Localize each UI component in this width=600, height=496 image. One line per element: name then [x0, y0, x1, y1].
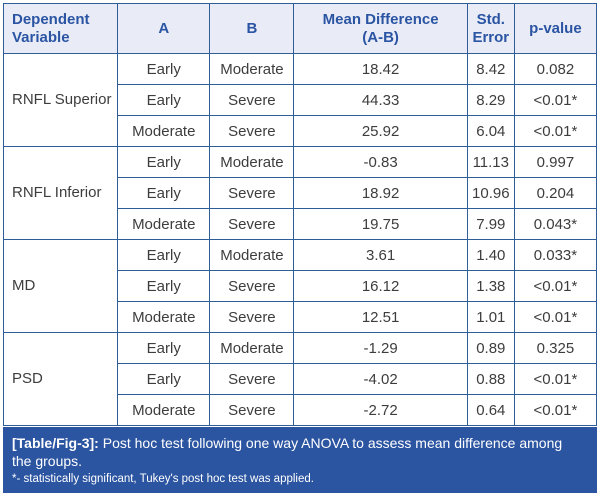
- cell-mean-diff: 16.12: [293, 270, 468, 302]
- cell-b: Severe: [209, 115, 295, 147]
- group-md: MD Early Moderate 3.61 1.40 0.033* Early…: [2, 239, 598, 333]
- cell-b: Severe: [209, 270, 295, 302]
- table-row: Early Severe 18.92 10.96 0.204: [4, 177, 598, 209]
- table-row: Moderate Severe 25.92 6.04 <0.01*: [4, 115, 598, 147]
- cell-std-error: 0.88: [466, 363, 515, 395]
- significance-footnote: *- statistically significant, Tukey's po…: [12, 473, 314, 486]
- cell-p-value: <0.01*: [513, 115, 598, 147]
- cell-p-value: 0.325: [513, 332, 598, 364]
- col-header-b: B: [209, 3, 295, 54]
- cell-b: Moderate: [209, 239, 295, 271]
- row-group-label: MD: [2, 239, 119, 333]
- table-row: Moderate Severe -2.72 0.64 <0.01*: [4, 394, 598, 426]
- group-psd: PSD Early Moderate -1.29 0.89 0.325 Earl…: [2, 332, 598, 426]
- cell-a: Early: [117, 84, 211, 116]
- cell-mean-diff: 18.92: [293, 177, 468, 209]
- cell-mean-diff: 44.33: [293, 84, 468, 116]
- posthoc-table: Dependent Variable A B Mean Difference (…: [2, 3, 598, 426]
- group-rnfl-superior: RNFL Superior Early Moderate 18.42 8.42 …: [2, 53, 598, 147]
- table-row: RNFL Inferior Early Moderate -0.83 11.13…: [2, 146, 598, 240]
- cell-p-value: <0.01*: [513, 363, 598, 395]
- table-row: PSD Early Moderate -1.29 0.89 0.325: [2, 332, 598, 426]
- cell-b: Severe: [209, 394, 295, 426]
- cell-mean-diff: 19.75: [293, 208, 468, 240]
- table-row: Moderate Severe 12.51 1.01 <0.01*: [4, 301, 598, 333]
- cell-std-error: 10.96: [466, 177, 515, 209]
- table-row: Moderate Severe 19.75 7.99 0.043*: [4, 208, 598, 240]
- table-row: RNFL Superior Early Moderate 18.42 8.42 …: [2, 53, 598, 147]
- cell-mean-diff: -4.02: [293, 363, 468, 395]
- caption-text: Post hoc test following one way ANOVA to…: [12, 435, 563, 470]
- col-header-mean-difference-label: Mean Difference (A-B): [322, 10, 439, 46]
- cell-b: Severe: [209, 177, 295, 209]
- table-row: Early Severe 44.33 8.29 <0.01*: [4, 84, 598, 116]
- row-group-label: RNFL Superior: [2, 53, 119, 147]
- group-rnfl-inferior: RNFL Inferior Early Moderate -0.83 11.13…: [2, 146, 598, 240]
- caption-bar: [Table/Fig-3]: Post hoc test following o…: [3, 427, 597, 494]
- cell-a: Early: [117, 363, 211, 395]
- cell-p-value: 0.043*: [513, 208, 598, 240]
- cell-p-value: <0.01*: [513, 270, 598, 302]
- cell-a: Early: [117, 332, 211, 364]
- cell-a: Moderate: [117, 115, 211, 147]
- col-header-std-error: Std. Error: [466, 3, 515, 54]
- header-row: Dependent Variable A B Mean Difference (…: [2, 3, 598, 54]
- cell-a: Moderate: [117, 301, 211, 333]
- cell-b: Severe: [209, 84, 295, 116]
- cell-mean-diff: 3.61: [293, 239, 468, 271]
- cell-std-error: 8.29: [466, 84, 515, 116]
- table-header: Dependent Variable A B Mean Difference (…: [2, 3, 598, 54]
- cell-std-error: 8.42: [466, 53, 515, 85]
- table-caption: [Table/Fig-3]: Post hoc test following o…: [12, 434, 574, 470]
- table-row: MD Early Moderate 3.61 1.40 0.033*: [2, 239, 598, 333]
- cell-b: Severe: [209, 208, 295, 240]
- cell-mean-diff: 12.51: [293, 301, 468, 333]
- cell-a: Early: [117, 53, 211, 85]
- cell-p-value: 0.204: [513, 177, 598, 209]
- row-group-label: RNFL Inferior: [2, 146, 119, 240]
- cell-b: Moderate: [209, 146, 295, 178]
- table-row: Early Severe -4.02 0.88 <0.01*: [4, 363, 598, 395]
- cell-mean-diff: -2.72: [293, 394, 468, 426]
- cell-a: Moderate: [117, 208, 211, 240]
- cell-p-value: <0.01*: [513, 301, 598, 333]
- cell-std-error: 7.99: [466, 208, 515, 240]
- cell-mean-diff: -1.29: [293, 332, 468, 364]
- cell-mean-diff: 18.42: [293, 53, 468, 85]
- cell-std-error: 0.64: [466, 394, 515, 426]
- cell-p-value: 0.033*: [513, 239, 598, 271]
- cell-a: Moderate: [117, 394, 211, 426]
- cell-p-value: 0.997: [513, 146, 598, 178]
- cell-std-error: 6.04: [466, 115, 515, 147]
- cell-b: Moderate: [209, 332, 295, 364]
- caption-label: [Table/Fig-3]:: [12, 435, 99, 451]
- cell-b: Severe: [209, 363, 295, 395]
- cell-std-error: 0.89: [466, 332, 515, 364]
- row-group-label: PSD: [2, 332, 119, 426]
- col-header-a: A: [117, 3, 211, 54]
- cell-p-value: <0.01*: [513, 394, 598, 426]
- cell-b: Moderate: [209, 53, 295, 85]
- cell-std-error: 1.38: [466, 270, 515, 302]
- cell-mean-diff: -0.83: [293, 146, 468, 178]
- cell-a: Early: [117, 239, 211, 271]
- table-row: Early Severe 16.12 1.38 <0.01*: [4, 270, 598, 302]
- cell-std-error: 1.40: [466, 239, 515, 271]
- cell-std-error: 11.13: [466, 146, 515, 178]
- cell-a: Early: [117, 270, 211, 302]
- cell-std-error: 1.01: [466, 301, 515, 333]
- cell-b: Severe: [209, 301, 295, 333]
- col-header-mean-difference: Mean Difference (A-B): [293, 3, 468, 54]
- col-header-dependent-variable: Dependent Variable: [2, 3, 119, 54]
- cell-a: Early: [117, 177, 211, 209]
- col-header-p-value: p-value: [513, 3, 598, 54]
- cell-a: Early: [117, 146, 211, 178]
- cell-p-value: 0.082: [513, 53, 598, 85]
- cell-mean-diff: 25.92: [293, 115, 468, 147]
- cell-p-value: <0.01*: [513, 84, 598, 116]
